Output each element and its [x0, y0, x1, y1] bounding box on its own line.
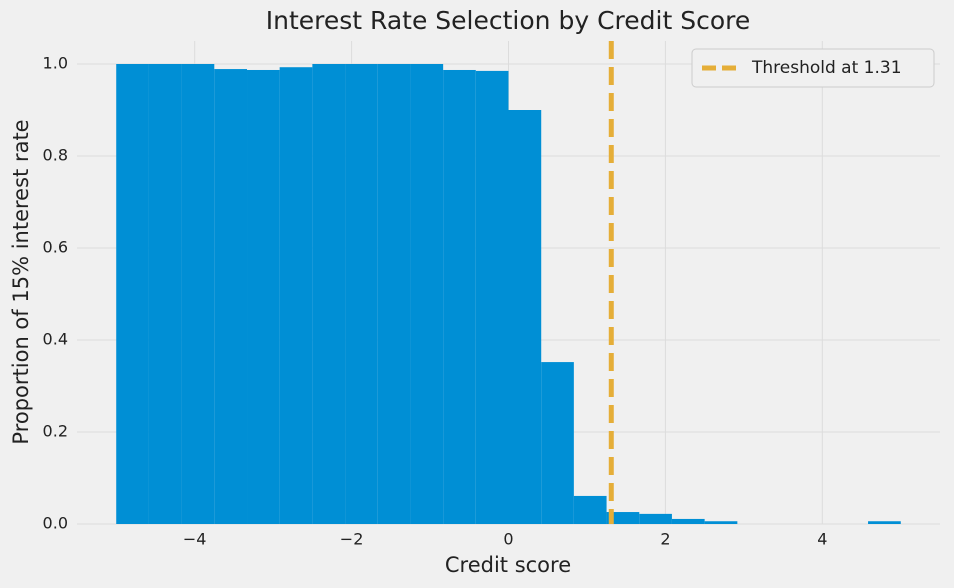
y-tick-label: 0.4 [43, 330, 68, 349]
x-tick-label: −4 [183, 530, 207, 549]
bar [312, 64, 346, 524]
x-tick-label: 4 [817, 530, 827, 549]
bar [606, 512, 640, 524]
bar [541, 362, 574, 524]
bar [443, 69, 476, 524]
bar [868, 521, 901, 524]
bar [345, 64, 378, 524]
bar [639, 513, 672, 524]
x-tick-label: 2 [660, 530, 670, 549]
bar [116, 64, 149, 524]
bar [279, 67, 313, 524]
x-tick-label: −2 [340, 530, 364, 549]
chart-title: Interest Rate Selection by Credit Score [266, 6, 750, 35]
bar [508, 110, 542, 524]
x-axis-label: Credit score [445, 553, 571, 577]
x-tick-label: 0 [503, 530, 513, 549]
bar [247, 69, 280, 524]
y-tick-label: 0.0 [43, 514, 68, 533]
bar [573, 495, 607, 524]
bar [181, 64, 215, 524]
bar [671, 518, 705, 524]
y-tick-label: 0.8 [43, 146, 68, 165]
y-tick-label: 0.2 [43, 422, 68, 441]
legend-label: Threshold at 1.31 [751, 58, 902, 78]
bar [377, 64, 411, 524]
bar [148, 64, 182, 524]
legend-box [691, 48, 935, 88]
bar [475, 70, 509, 525]
bar [214, 69, 248, 524]
y-tick-label: 0.6 [43, 238, 68, 257]
y-tick-label: 1.0 [43, 54, 68, 73]
bar [704, 521, 738, 524]
bar [410, 64, 444, 524]
y-axis-label: Proportion of 15% interest rate [9, 119, 33, 444]
